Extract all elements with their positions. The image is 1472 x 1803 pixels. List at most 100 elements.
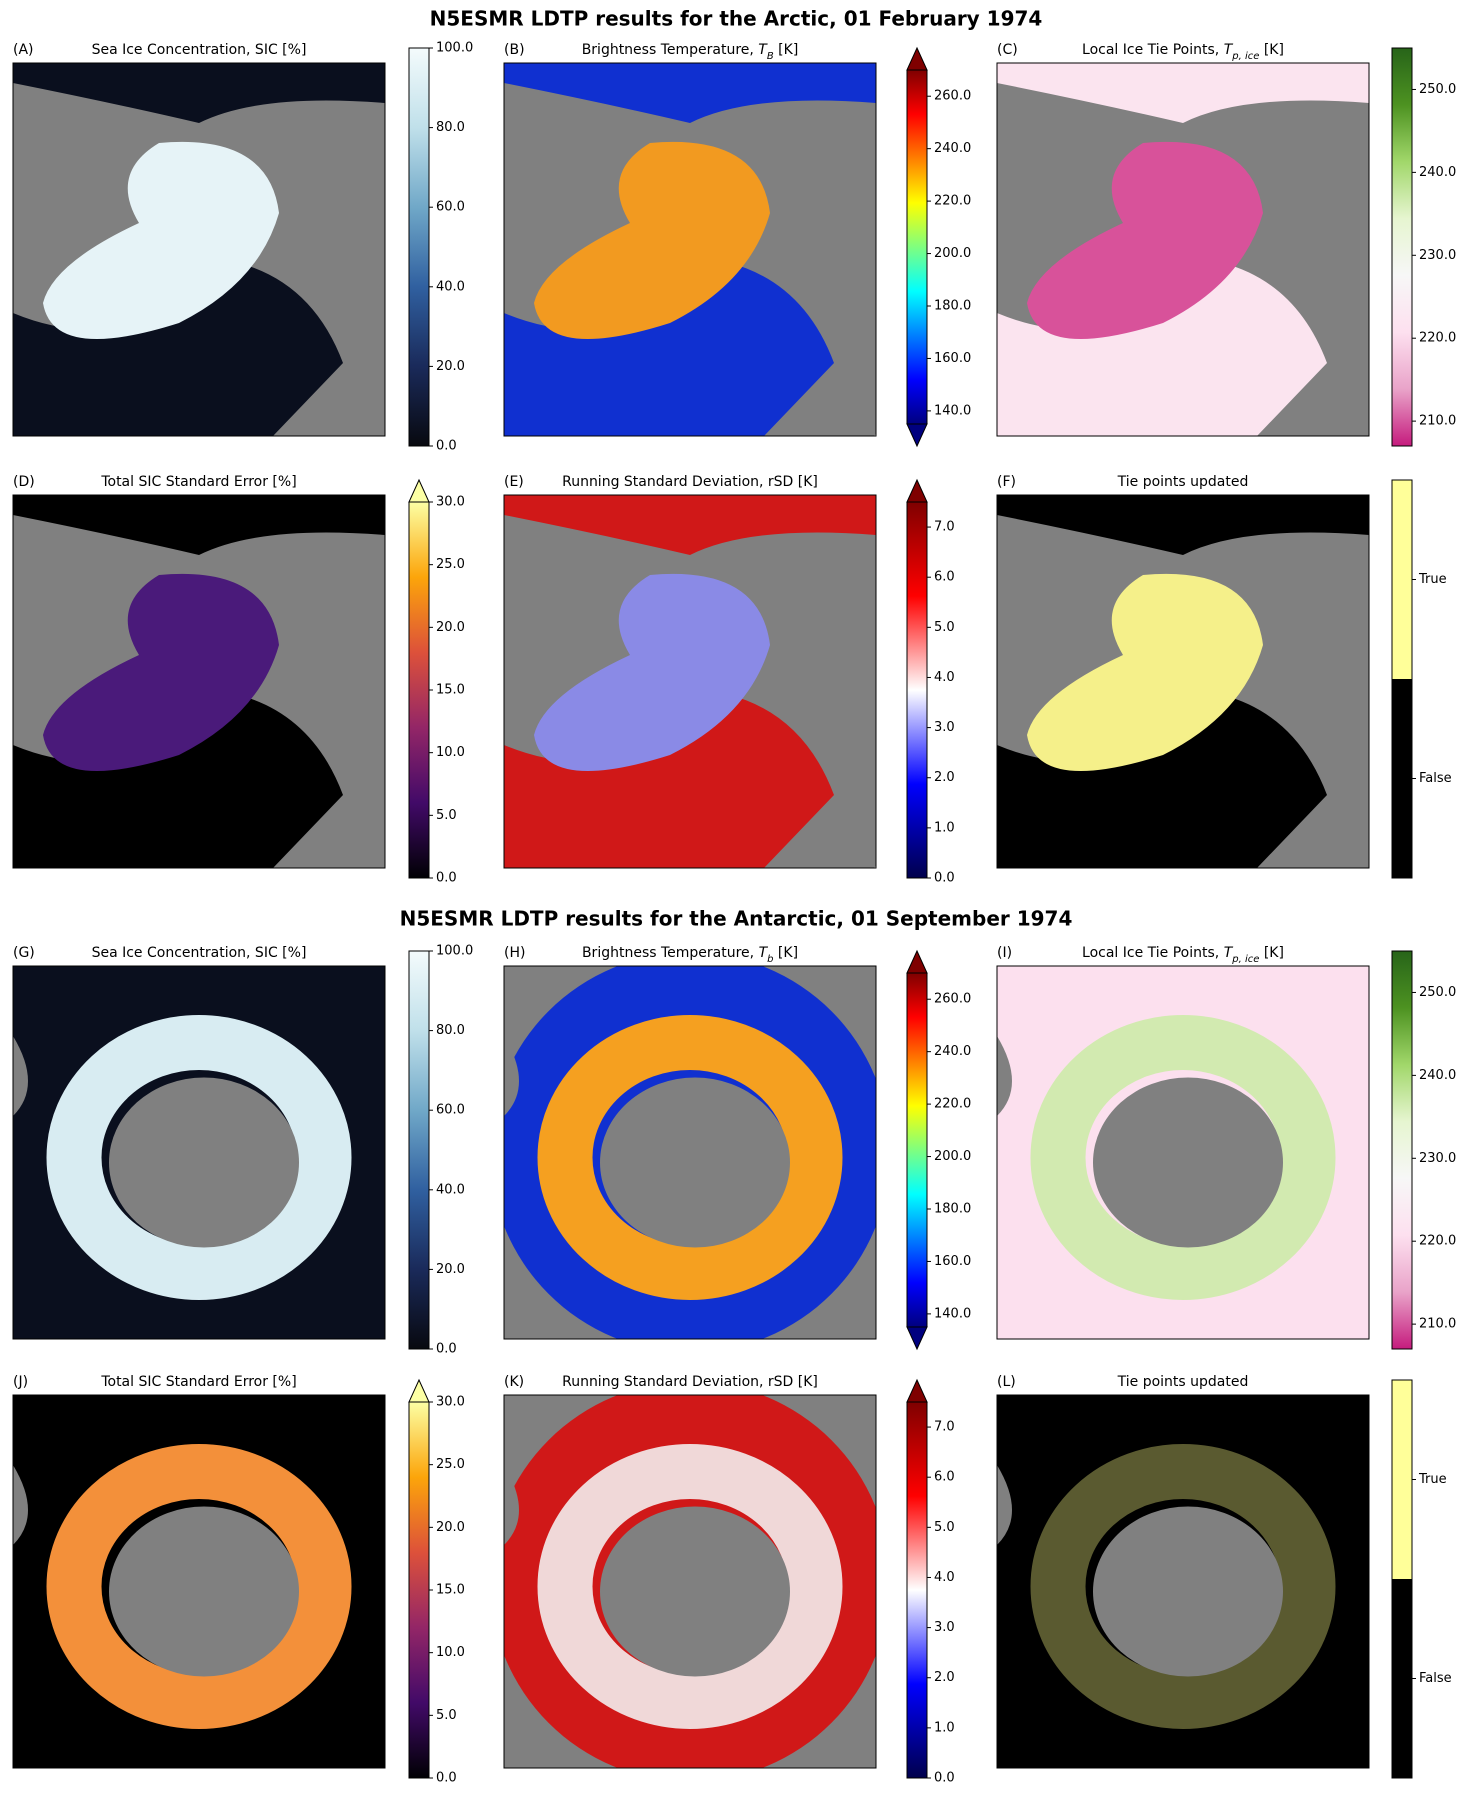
colorbar (1391, 47, 1413, 447)
colorbar-frame (1391, 1379, 1413, 1779)
land (504, 1465, 519, 1545)
ocean (13, 695, 343, 868)
colorbar-label: True (1418, 1472, 1447, 1487)
land (13, 1465, 28, 1545)
title-part: b (767, 954, 773, 965)
title-part: Local Ice Tie Points, (1082, 42, 1224, 58)
map (997, 1395, 1369, 1768)
colorbar-tick-label: 160.0 (934, 351, 971, 366)
title-part: Running Standard Deviation, rSD [K] (562, 1374, 818, 1390)
title-part: Running Standard Deviation, rSD [K] (562, 474, 818, 490)
map-frame (996, 965, 1370, 1340)
colorbar-tick-label: 40.0 (436, 279, 465, 294)
colorbar-label: True (1418, 572, 1447, 587)
colorbar-tick-label: 20.0 (436, 620, 465, 635)
colorbar-tick-label: 0.0 (436, 1342, 457, 1357)
colorbar-tick-label: 220.0 (934, 1097, 971, 1112)
map (504, 1395, 876, 1768)
panel-label: (F) (997, 474, 1016, 490)
colorbar-tick-label: 25.0 (436, 1457, 465, 1472)
antarctica (1093, 1077, 1283, 1248)
sea-ice (1030, 1444, 1336, 1729)
panel-label: (L) (997, 1374, 1016, 1390)
colorbar-tick-label: 180.0 (934, 299, 971, 314)
colorbar-label: False (1419, 771, 1452, 786)
panel-label: (A) (13, 42, 34, 58)
title-part: T (758, 42, 768, 58)
sea-ice (534, 573, 770, 771)
colorbar-tick-label: 230.0 (1419, 1151, 1456, 1166)
sea-ice (46, 1015, 352, 1300)
colorbar-tick-label: 10.0 (436, 1645, 465, 1660)
panel-title: Running Standard Deviation, rSD [K] (562, 1374, 818, 1390)
panel-title: Sea Ice Concentration, SIC [%] (92, 42, 307, 58)
land (997, 1036, 1012, 1116)
map (504, 63, 876, 436)
colorbar-extend (408, 478, 430, 503)
colorbar-tick-label: 25.0 (436, 557, 465, 572)
colorbar-tick-label: 5.0 (934, 620, 955, 635)
ocean (997, 263, 1327, 436)
sea-ice (43, 573, 279, 771)
title-part: T (1224, 42, 1234, 58)
colorbar-tick-label: 5.0 (436, 1708, 457, 1723)
panel-title: Total SIC Standard Error [%] (100, 1374, 296, 1390)
antarctica (600, 1506, 790, 1677)
colorbar-tick-label: 5.0 (934, 1520, 955, 1535)
colorbar (906, 1401, 928, 1779)
colorbar-tick-label: 140.0 (934, 403, 971, 418)
colorbar-tick-label: 20.0 (436, 1262, 465, 1277)
colorbar (906, 501, 928, 879)
colorbar-tick-label: 6.0 (934, 570, 955, 585)
map (504, 495, 876, 868)
title-part: Brightness Temperature, (582, 42, 759, 58)
colorbar (408, 501, 430, 879)
section-title: N5ESMR LDTP results for the Arctic, 01 F… (430, 7, 1043, 31)
title-part: Brightness Temperature, (582, 945, 759, 961)
colorbar-tick-label: 180.0 (934, 1202, 971, 1217)
ocean (997, 695, 1327, 868)
colorbar-tick-label: 230.0 (1419, 248, 1456, 263)
map-frame (996, 494, 1370, 869)
colorbar-tick-label: 200.0 (934, 246, 971, 261)
colorbar-segment (1392, 679, 1412, 878)
colorbar-tick-label: 250.0 (1419, 82, 1456, 97)
colorbar-tick-label: 30.0 (436, 1395, 465, 1410)
colorbar-tick-label: 80.0 (436, 120, 465, 135)
panel-label: (E) (504, 474, 524, 490)
colorbar-tick-label: 3.0 (934, 1620, 955, 1635)
colorbar (906, 972, 928, 1328)
colorbar-tick-label: 0.0 (934, 871, 955, 886)
panel-title: Running Standard Deviation, rSD [K] (562, 474, 818, 490)
title-part: [K] (1259, 42, 1284, 58)
title-part: Local Ice Tie Points, (1082, 945, 1224, 961)
map-frame (503, 1394, 877, 1769)
colorbar-tick-label: 200.0 (934, 1149, 971, 1164)
colorbar-tick-label: 100.0 (436, 41, 473, 56)
colorbar-tick-label: 6.0 (934, 1470, 955, 1485)
colorbar-tick-label: 40.0 (436, 1182, 465, 1197)
map-frame (12, 1394, 386, 1769)
colorbar-extend (906, 46, 928, 71)
colorbar-extend (906, 478, 928, 503)
title-part: Total SIC Standard Error [%] (100, 474, 296, 490)
title-part: Tie points updated (1117, 474, 1249, 490)
panel-title: Sea Ice Concentration, SIC [%] (92, 945, 307, 961)
map-frame (503, 62, 877, 437)
map (13, 495, 385, 868)
sea-ice (537, 1015, 843, 1300)
map-frame (996, 1394, 1370, 1769)
colorbar-tick-label: 60.0 (436, 1103, 465, 1118)
colorbar-tick-label: 160.0 (934, 1254, 971, 1269)
map (997, 966, 1369, 1339)
ocean (13, 263, 343, 436)
title-part: Sea Ice Concentration, SIC [%] (92, 945, 307, 961)
land (997, 1465, 1012, 1545)
colorbar-segment (1392, 480, 1412, 679)
colorbar-tick-label: 2.0 (934, 1670, 955, 1685)
sea-ice (1027, 573, 1263, 771)
colorbar (408, 1401, 430, 1779)
ocean (997, 63, 1369, 123)
map (13, 1395, 385, 1768)
colorbar-tick-label: 240.0 (934, 141, 971, 156)
